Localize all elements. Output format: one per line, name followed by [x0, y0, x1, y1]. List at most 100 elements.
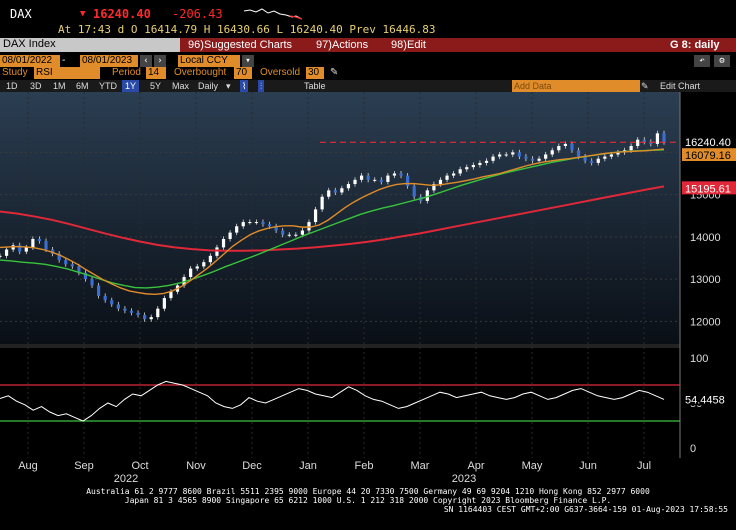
quote-detail-line: At 17:43 d O 16414.79 H 16430.66 L 16240…: [0, 22, 736, 37]
svg-text:15195.61: 15195.61: [685, 183, 731, 195]
rsi-tick-label: 0: [690, 443, 696, 455]
svg-text:54.4458: 54.4458: [685, 394, 725, 406]
period-ytd[interactable]: YTD: [99, 81, 117, 91]
ma-slow-line: [0, 185, 665, 252]
price-candle: [195, 263, 199, 272]
price-candle: [50, 246, 55, 257]
study-name-field[interactable]: RSI: [34, 67, 100, 79]
price-candle: [478, 160, 482, 168]
price-candle: [103, 293, 107, 303]
function-menu-bar: DAX Index 96) Suggested Charts 97) Actio…: [0, 38, 736, 52]
chart-toolbar: 1D 3D 1M 6M YTD 1Y 5Y Max Daily ▾ ⌇ ⫶ Ta…: [0, 80, 736, 92]
price-candle: [281, 227, 285, 238]
month-label: Jan: [299, 460, 317, 472]
currency-field[interactable]: Local CCY: [178, 55, 240, 67]
suggested-charts-menu[interactable]: Suggested Charts: [204, 39, 293, 51]
overbought-field[interactable]: 70: [234, 67, 252, 79]
price-candle: [570, 141, 574, 153]
prev-range-button[interactable]: ‹: [140, 55, 152, 67]
start-date-field[interactable]: 08/01/2022: [0, 55, 60, 67]
rsi-tick-label: 100: [690, 353, 708, 365]
price-candle: [590, 158, 594, 166]
ticker-symbol: DAX: [10, 7, 32, 21]
price-candle: [596, 156, 600, 166]
price-candle: [83, 270, 88, 282]
price-candle: [0, 253, 2, 259]
price-candle: [379, 177, 383, 185]
price-candle: [465, 164, 469, 172]
period-3d[interactable]: 3D: [30, 81, 42, 91]
price-tick-label: 12000: [690, 316, 721, 328]
ma-mid-line: [0, 149, 665, 289]
period-1m[interactable]: 1M: [53, 81, 66, 91]
currency-dropdown-icon[interactable]: ▾: [242, 55, 254, 67]
line-chart-icon[interactable]: ⌇: [240, 80, 249, 92]
month-label: Jun: [579, 460, 597, 472]
price-candle: [202, 259, 206, 269]
period-6m[interactable]: 6M: [76, 81, 89, 91]
period-1y[interactable]: 1Y: [122, 80, 140, 92]
ma-slow-value-label: 15195.61: [682, 181, 736, 195]
price-candle: [248, 219, 252, 225]
month-label: Apr: [467, 460, 484, 472]
undo-button[interactable]: ↶: [694, 55, 710, 67]
rsi-line: [0, 380, 665, 422]
price-candle: [425, 187, 429, 204]
price-candle: [340, 185, 344, 196]
security-field[interactable]: DAX Index: [0, 38, 180, 52]
period-max[interactable]: Max: [172, 81, 190, 91]
oversold-field[interactable]: 30: [306, 67, 324, 79]
price-candle: [215, 244, 219, 259]
price-candle: [110, 297, 114, 307]
price-candle: [149, 314, 153, 322]
frequency-select[interactable]: Daily: [198, 81, 219, 91]
price-candle: [143, 312, 147, 322]
chart-tools-icon[interactable]: ✎: [641, 81, 649, 91]
period-5y[interactable]: 5Y: [150, 81, 162, 91]
price-candle: [603, 154, 607, 162]
table-button[interactable]: Table: [304, 81, 326, 91]
period-1d[interactable]: 1D: [6, 81, 18, 91]
actions-menu[interactable]: Actions: [332, 39, 369, 51]
end-date-field[interactable]: 08/01/2023: [80, 55, 138, 67]
price-candle: [64, 257, 68, 267]
footer-line-2: Japan 81 3 4565 8900 Singapore 65 6212 1…: [124, 496, 612, 505]
add-data-field[interactable]: Add Data: [512, 80, 640, 92]
price-candle: [392, 170, 397, 179]
price-candle: [399, 170, 403, 179]
price-candle: [544, 151, 548, 162]
svg-text:16240.40: 16240.40: [685, 137, 731, 149]
next-range-button[interactable]: ›: [154, 55, 166, 67]
price-candle: [432, 181, 436, 193]
footer: Australia 61 2 9777 8600 Brazil 5511 239…: [0, 487, 736, 530]
period-field[interactable]: 14: [146, 67, 166, 79]
month-label: Jul: [637, 460, 651, 472]
month-label: Sep: [74, 460, 94, 472]
last-price: 16240.40: [93, 7, 151, 21]
price-candle: [18, 242, 22, 255]
panel-divider[interactable]: [0, 344, 680, 348]
price-candle: [294, 232, 298, 238]
price-panel-background: [0, 92, 680, 344]
edit-chart-button[interactable]: Edit Chart: [660, 81, 701, 91]
candle-chart-icon[interactable]: ⫶: [258, 80, 265, 92]
edit-menu[interactable]: Edit: [407, 39, 426, 51]
price-candle: [313, 206, 318, 225]
price-change: -206.43: [172, 7, 223, 21]
actions-num: 97): [316, 39, 332, 51]
suggested-charts-num: 96): [188, 39, 204, 51]
frequency-dropdown-icon[interactable]: ▾: [226, 81, 231, 91]
pencil-icon[interactable]: ✎: [330, 67, 339, 78]
price-candle: [156, 306, 160, 320]
price-candle: [359, 173, 364, 183]
price-candle: [445, 173, 449, 183]
price-candle: [366, 173, 370, 183]
rsi-value-label: 54.4458: [682, 392, 736, 406]
price-chart[interactable]: 1200013000140001500016000050100AugSepOct…: [0, 92, 736, 487]
price-candle: [235, 223, 239, 236]
settings-button[interactable]: ⚙: [714, 55, 730, 67]
price-candle: [471, 162, 475, 170]
month-label: Oct: [131, 460, 148, 472]
price-candle: [504, 151, 508, 158]
price-candle: [208, 253, 212, 265]
